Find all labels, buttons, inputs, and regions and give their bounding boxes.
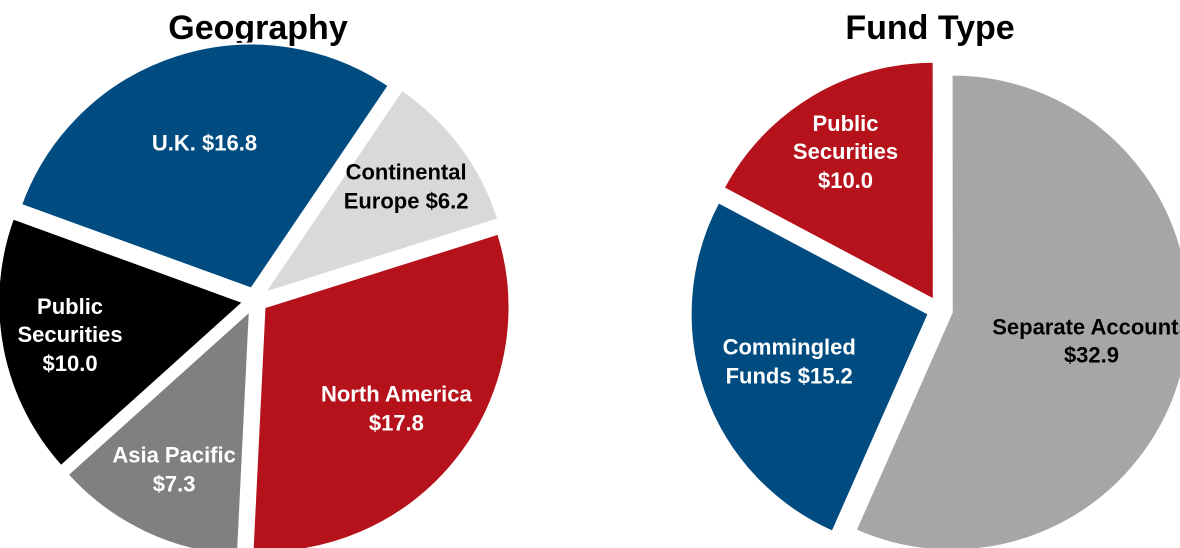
pie-slice <box>251 232 511 548</box>
category-label: U.K. <box>151 130 196 156</box>
pie-slice <box>66 308 251 548</box>
slice-label: Asia Pacific $7.3 <box>94 442 254 499</box>
slice-label: Public Securities $10.0 <box>0 293 140 379</box>
value-label: $7.3 <box>152 471 196 497</box>
category-label: Public Securities <box>792 110 899 165</box>
pie-slice <box>689 200 930 533</box>
value-label: $10.0 <box>817 168 874 194</box>
value-label: $15.2 <box>797 363 853 389</box>
value-label: $6.2 <box>425 188 469 214</box>
slice-label: U.K. $16.8 <box>149 130 259 159</box>
pie-slice <box>262 88 500 295</box>
category-label: Public Securities <box>17 293 123 348</box>
slice-label: Continental Europe $6.2 <box>321 159 491 216</box>
pie-slice <box>854 73 1180 548</box>
value-label: $32.9 <box>1063 342 1119 368</box>
slice-label: Separate Accounts $32.9 <box>991 313 1180 370</box>
slice-label: North America $17.8 <box>296 381 496 438</box>
pie-slice <box>0 217 246 468</box>
value-label: $17.8 <box>368 410 424 436</box>
value-label: $16.8 <box>202 130 258 156</box>
category-label: Asia Pacific <box>112 442 236 468</box>
pie-slice <box>19 42 391 290</box>
slice-label: Commingled Funds $15.2 <box>694 334 884 391</box>
category-label: Continental Europe <box>343 159 467 214</box>
category-label: North America <box>320 381 472 407</box>
pie-slice <box>722 60 935 302</box>
category-label: Commingled Funds <box>722 334 856 389</box>
chart-title: Fund Type <box>845 9 1014 47</box>
slice-label: Public Securities $10.0 <box>776 110 916 196</box>
value-label: $10.0 <box>42 351 98 377</box>
category-label: Separate Accounts <box>992 314 1180 340</box>
chart-title: Geography <box>168 9 348 47</box>
